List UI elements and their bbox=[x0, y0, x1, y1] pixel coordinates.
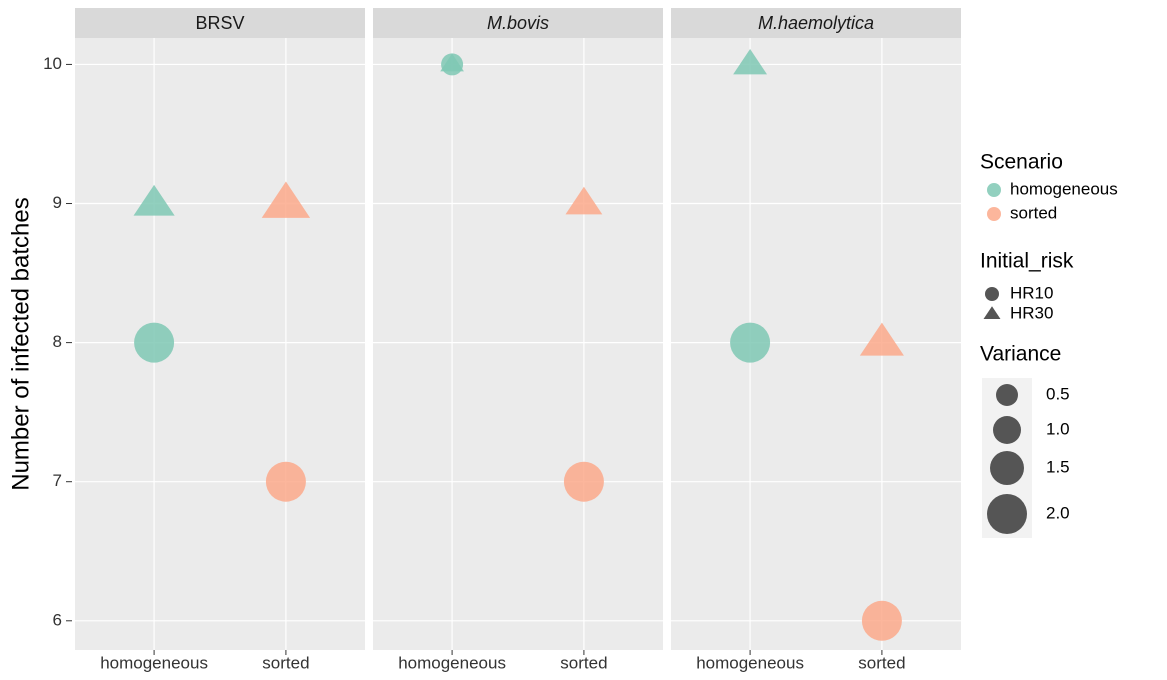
legend-key bbox=[993, 416, 1021, 444]
point bbox=[861, 600, 902, 641]
y-tick-label: 10 bbox=[43, 54, 62, 73]
point bbox=[133, 184, 175, 216]
legend-title: Initial_risk bbox=[980, 250, 1074, 273]
y-tick-label: 6 bbox=[53, 610, 62, 629]
strip bbox=[75, 8, 365, 38]
y-tick-label: 8 bbox=[53, 332, 62, 351]
point bbox=[733, 49, 768, 75]
point bbox=[563, 461, 604, 502]
legend-title: Scenario bbox=[980, 151, 1063, 174]
legend-label: 0.5 bbox=[1046, 384, 1070, 403]
legend-label: sorted bbox=[1010, 203, 1057, 222]
x-tick-label: homogeneous bbox=[398, 653, 506, 672]
point bbox=[565, 186, 603, 215]
point bbox=[440, 53, 464, 72]
legend-label: homogeneous bbox=[1010, 179, 1118, 198]
strip bbox=[671, 8, 961, 38]
strip bbox=[373, 8, 663, 38]
legend-key bbox=[990, 451, 1024, 485]
legend-key bbox=[983, 306, 1001, 320]
panel bbox=[75, 38, 365, 650]
x-tick-label: homogeneous bbox=[100, 653, 208, 672]
facet-title: BRSV bbox=[195, 13, 244, 33]
facet-title: M.bovis bbox=[487, 13, 549, 33]
point bbox=[134, 322, 175, 363]
y-axis-title: Number of infected batches bbox=[7, 197, 34, 491]
x-tick-label: homogeneous bbox=[696, 653, 804, 672]
facet-title: M.haemolytica bbox=[758, 13, 874, 33]
legend-label: 1.0 bbox=[1046, 419, 1070, 438]
legend-label: HR10 bbox=[1010, 283, 1053, 302]
panel bbox=[373, 38, 663, 650]
legend-label: 1.5 bbox=[1046, 457, 1070, 476]
legend-key bbox=[985, 287, 999, 301]
legend-key bbox=[987, 494, 1027, 534]
legend-key bbox=[987, 207, 1001, 221]
point bbox=[265, 461, 306, 502]
point bbox=[730, 322, 771, 363]
panel bbox=[671, 38, 961, 650]
legend-title: Variance bbox=[980, 343, 1061, 366]
legend-label: 2.0 bbox=[1046, 503, 1070, 522]
point bbox=[261, 181, 311, 218]
y-tick-label: 7 bbox=[53, 471, 62, 490]
y-tick-label: 9 bbox=[53, 193, 62, 212]
legend-key bbox=[996, 384, 1018, 406]
x-tick-label: sorted bbox=[262, 653, 309, 672]
legend-label: HR30 bbox=[1010, 303, 1053, 322]
x-tick-label: sorted bbox=[560, 653, 607, 672]
point bbox=[859, 322, 904, 356]
x-tick-label: sorted bbox=[858, 653, 905, 672]
legend-key bbox=[987, 183, 1001, 197]
